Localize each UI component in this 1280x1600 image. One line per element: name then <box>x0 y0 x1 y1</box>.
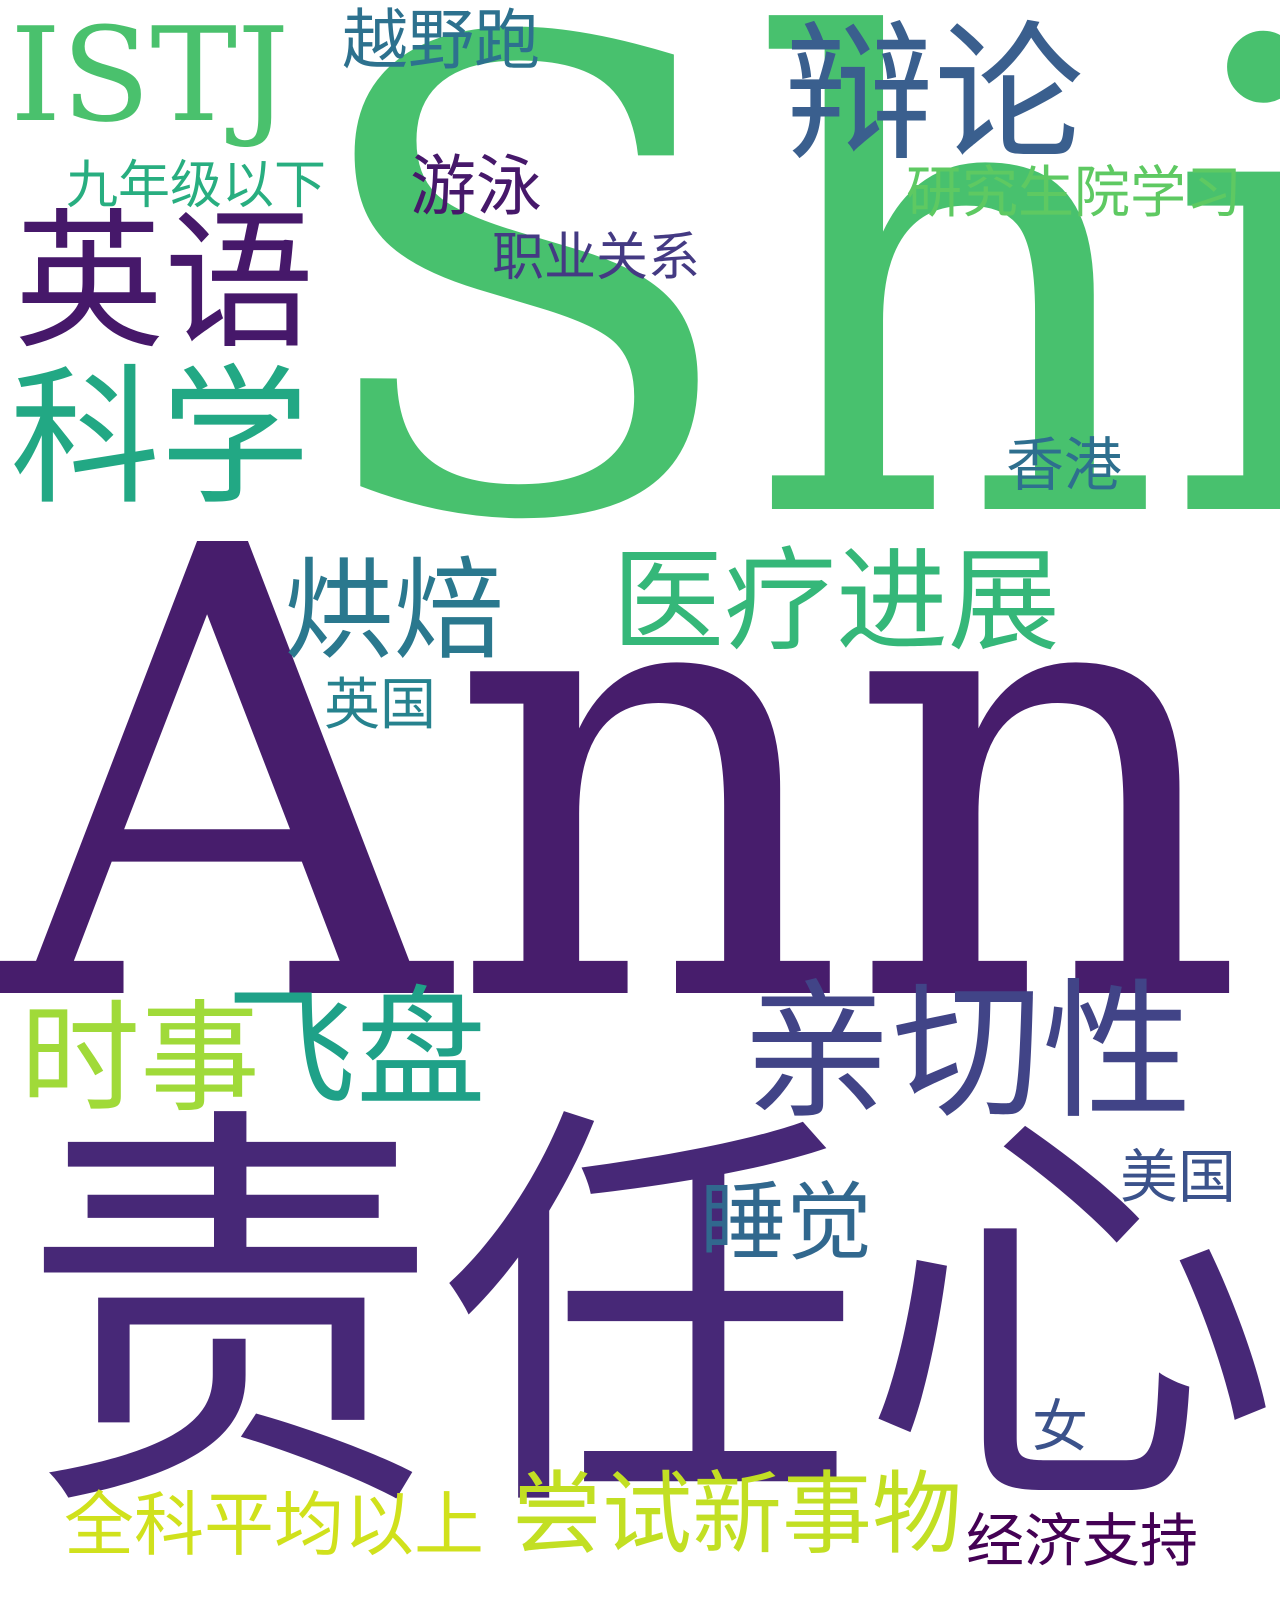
word-zhiye: 职业关系 <box>492 228 701 288</box>
word-yingyu: 英语 <box>14 196 315 370</box>
word-meiguo: 美国 <box>1120 1143 1237 1211</box>
word-bianlun: 辩论 <box>784 8 1085 182</box>
word-ann: Ann <box>0 419 1247 1140</box>
word-yueye: 越野跑 <box>342 2 540 79</box>
word-shuijiao: 睡觉 <box>700 1173 872 1273</box>
word-shi: Shi <box>300 0 1280 663</box>
word-yiliao: 医疗进展 <box>612 537 1060 667</box>
word-qinqie: 亲切性 <box>742 966 1193 1140</box>
word-youyong: 游泳 <box>410 148 542 225</box>
word-kexue: 科学 <box>10 352 311 526</box>
word-quanke: 全科平均以上 <box>64 1484 484 1566</box>
word-feipan: 飞盘 <box>226 973 487 1125</box>
word-hongbei: 烘焙 <box>284 547 504 675</box>
word-jiunian: 九年级以下 <box>66 156 327 216</box>
word-yingguo: 英国 <box>324 673 436 738</box>
word-zeren: 责任心 <box>20 1075 1280 1564</box>
word-jingji: 经济支持 <box>966 1507 1199 1575</box>
word-shishi: 时事 <box>20 990 260 1129</box>
word-yanjiu: 研究生院学习 <box>906 161 1242 226</box>
word-xianggang: 香港 <box>1006 431 1123 499</box>
word-istj: ISTJ <box>10 0 290 151</box>
word-nv: 女 <box>1032 1395 1088 1460</box>
word-changshi: 尝试新事物 <box>512 1462 962 1567</box>
